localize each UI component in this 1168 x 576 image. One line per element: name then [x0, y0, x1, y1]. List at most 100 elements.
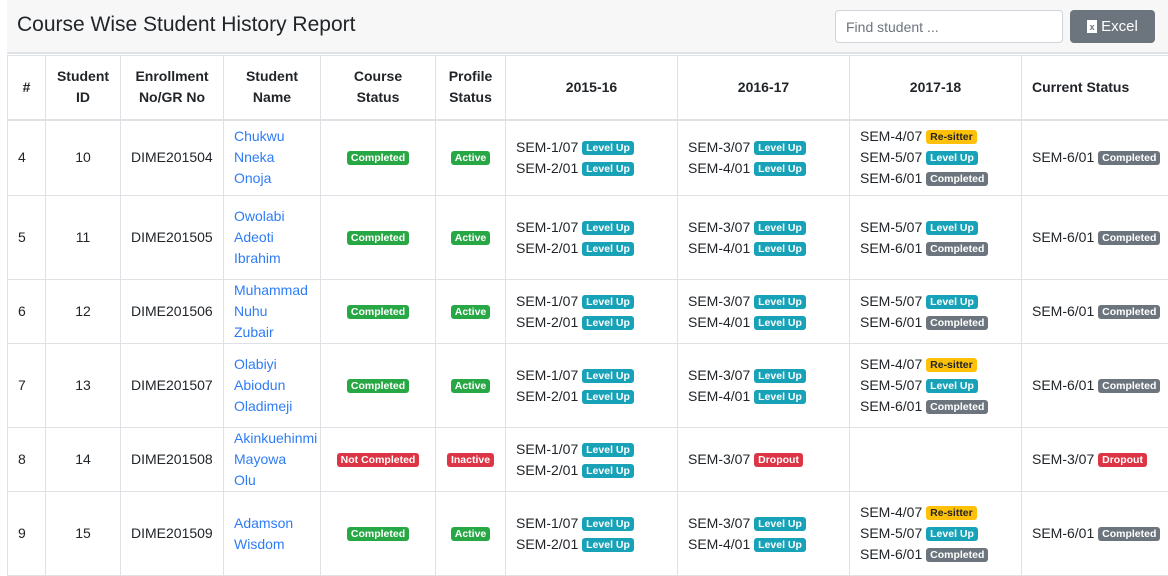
student-name-link[interactable]: Owolabi Adeoti Ibrahim — [234, 208, 285, 266]
column-header: Student Name — [223, 55, 321, 121]
status-badge: Re-sitter — [926, 506, 977, 520]
semester-label: SEM-2/01 — [516, 387, 579, 404]
status-badge: Level Up — [926, 294, 978, 309]
current-status-cell: SEM-6/01 Completed — [1021, 195, 1168, 280]
student-history-table: # Student ID Enrollment No/GR No Student Na… — [7, 55, 1168, 576]
enrollment-no: DIME201505 — [120, 195, 224, 280]
profile-status-cell: Active — [435, 343, 506, 428]
semester-label: SEM-3/07 — [688, 218, 751, 235]
semester-label: SEM-6/01 — [1032, 149, 1095, 166]
semester-label: SEM-5/07 — [860, 377, 923, 393]
status-badge: Level Up — [754, 161, 806, 176]
semester-entry: SEM-4/07 Re-sitter — [860, 126, 1011, 147]
year-cell: SEM-1/07 Level Up SEM-2/01 Level Up — [505, 195, 678, 280]
student-name-link[interactable]: Chukwu Nneka Onoja — [234, 128, 285, 187]
status-badge: Re-sitter — [926, 358, 977, 372]
semester-label: SEM-1/07 — [516, 514, 579, 531]
semester-entry: SEM-6/01 Completed — [860, 396, 1011, 417]
column-header: 2016-17 — [677, 55, 850, 121]
semester-label: SEM-3/07 — [688, 514, 751, 531]
student-id: 13 — [45, 343, 121, 428]
student-id: 12 — [45, 279, 121, 344]
semester-entry: SEM-4/01 Level Up — [688, 386, 839, 407]
status-badge: Level Up — [582, 368, 634, 383]
semester-entry: SEM-4/01 Level Up — [688, 312, 839, 333]
year-cell: SEM-1/07 Level Up SEM-2/01 Level Up — [505, 427, 678, 492]
semester-label: SEM-4/01 — [688, 159, 751, 176]
student-name-link[interactable]: Muhammad Nuhu Zubair — [234, 282, 308, 340]
student-name-cell: Akinkuehinmi Mayowa Olu — [223, 427, 321, 492]
table-row: 9 15 DIME201509 Adamson Wisdom Completed Acti… — [7, 491, 1168, 576]
semester-label: SEM-5/07 — [860, 149, 923, 166]
semester-entry: SEM-4/01 Level Up — [688, 238, 839, 259]
semester-entry: SEM-5/07 Level Up — [860, 217, 1011, 238]
status-badge: Level Up — [582, 516, 634, 531]
semester-label: SEM-6/01 — [1032, 525, 1095, 541]
status-badge: Level Up — [754, 294, 806, 309]
semester-entry: SEM-6/01 Completed — [1032, 375, 1168, 396]
semester-entry: SEM-4/01 Level Up — [688, 158, 839, 179]
status-badge: Active — [450, 231, 491, 245]
status-badge: Completed — [926, 315, 989, 330]
student-name-cell: Olabiyi Abiodun Oladimeji — [223, 343, 321, 428]
year-cell: SEM-1/07 Level Up SEM-2/01 Level Up — [505, 279, 678, 344]
semester-label: SEM-3/07 — [688, 292, 751, 309]
column-header: Current Status — [1021, 55, 1168, 121]
student-name-link[interactable]: Akinkuehinmi Mayowa Olu — [234, 430, 318, 488]
year-cell: SEM-5/07 Level Up SEM-6/01 Completed — [849, 279, 1022, 344]
course-status-cell: Completed — [320, 343, 436, 428]
excel-label: Excel — [1101, 18, 1138, 35]
current-status-cell: SEM-6/01 Completed — [1021, 119, 1168, 196]
year-cell: SEM-3/07 Level Up SEM-4/01 Level Up — [677, 195, 850, 280]
semester-entry: SEM-5/07 Level Up — [860, 291, 1011, 312]
semester-entry: SEM-1/07 Level Up — [516, 137, 667, 158]
semester-label: SEM-2/01 — [516, 313, 579, 330]
semester-label: SEM-6/01 — [1032, 303, 1095, 319]
excel-export-button[interactable]: x Excel — [1070, 10, 1155, 43]
search-input[interactable] — [835, 10, 1063, 43]
profile-status-cell: Active — [435, 491, 506, 576]
status-badge: Level Up — [754, 220, 806, 235]
semester-entry: SEM-1/07 Level Up — [516, 365, 667, 386]
status-badge: Level Up — [926, 379, 978, 393]
semester-entry: SEM-3/07 Level Up — [688, 217, 839, 238]
status-badge: Level Up — [582, 315, 634, 330]
semester-entry: SEM-4/07 Re-sitter — [860, 354, 1011, 375]
semester-entry: SEM-6/01 Completed — [860, 168, 1011, 189]
semester-label: SEM-2/01 — [516, 159, 579, 176]
student-name-link[interactable]: Adamson Wisdom — [234, 514, 294, 552]
enrollment-no: DIME201507 — [120, 343, 224, 428]
row-number: 5 — [7, 195, 46, 280]
student-name-cell: Adamson Wisdom — [223, 491, 321, 576]
status-badge: Level Up — [582, 537, 634, 552]
semester-label: SEM-5/07 — [860, 525, 923, 541]
year-cell: SEM-3/07 Dropout — [677, 427, 850, 492]
status-badge: Completed — [1098, 527, 1161, 541]
student-id: 14 — [45, 427, 121, 492]
student-name-cell: Owolabi Adeoti Ibrahim — [223, 195, 321, 280]
enrollment-no: DIME201504 — [120, 119, 224, 196]
status-badge: Level Up — [582, 241, 634, 256]
semester-label: SEM-4/01 — [688, 239, 751, 256]
status-badge: Completed — [926, 400, 989, 414]
current-status-cell: SEM-6/01 Completed — [1021, 343, 1168, 428]
semester-label: SEM-3/07 — [1032, 451, 1095, 467]
semester-label: SEM-4/01 — [688, 313, 751, 330]
status-badge: Completed — [926, 241, 989, 256]
column-header: Enrollment No/GR No — [120, 55, 224, 121]
semester-label: SEM-6/01 — [1032, 229, 1095, 245]
status-badge: Active — [450, 379, 491, 393]
semester-label: SEM-1/07 — [516, 138, 579, 155]
table-row: 7 13 DIME201507 Olabiyi Abiodun Oladimeji Co… — [7, 343, 1168, 428]
status-badge: Completed — [1098, 305, 1161, 319]
current-status-cell: SEM-6/01 Completed — [1021, 279, 1168, 344]
enrollment-no: DIME201506 — [120, 279, 224, 344]
semester-label: SEM-6/01 — [860, 398, 923, 414]
status-badge: Active — [450, 527, 491, 541]
student-name-link[interactable]: Olabiyi Abiodun Oladimeji — [234, 356, 293, 414]
status-badge: Completed — [346, 527, 410, 541]
status-badge: Level Up — [582, 161, 634, 176]
row-number: 4 — [7, 119, 46, 196]
status-badge: Completed — [1098, 379, 1161, 393]
course-status-cell: Completed — [320, 195, 436, 280]
